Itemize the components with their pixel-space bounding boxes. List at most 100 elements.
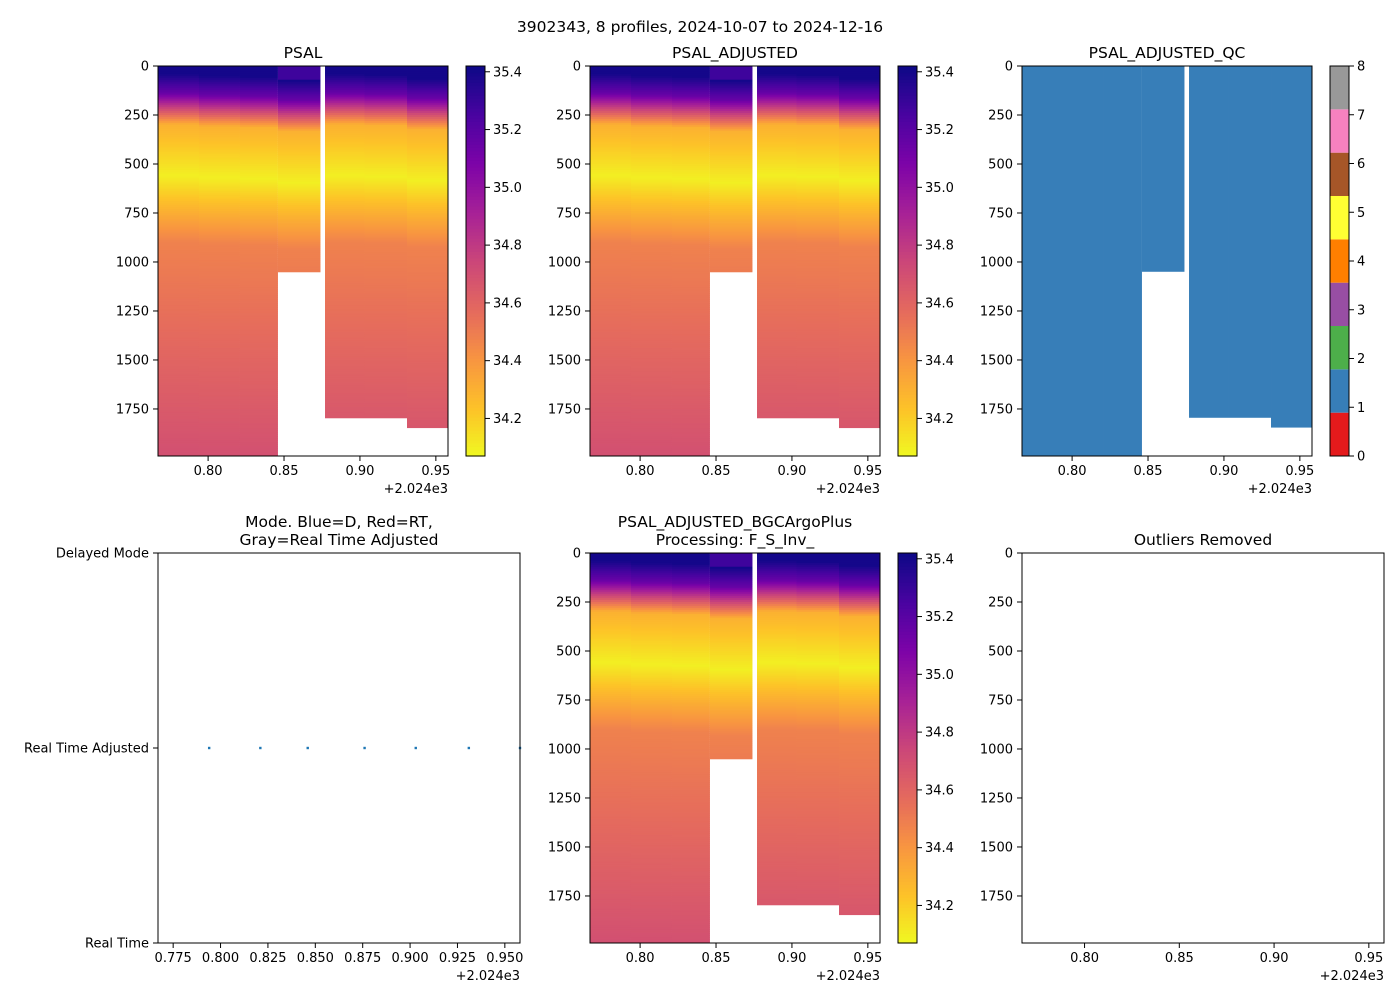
psal-bgc-cell xyxy=(796,625,840,628)
psal-cell xyxy=(239,91,278,94)
psal-cell xyxy=(198,389,240,392)
psal-adjusted-cell xyxy=(630,442,672,445)
psal-cell xyxy=(407,265,448,269)
psal-adjusted-colorbar-segment xyxy=(898,283,917,288)
psal-cell xyxy=(198,142,240,145)
psal-adjusted-cell xyxy=(590,116,631,120)
psal-adjusted-cell xyxy=(630,203,672,206)
psal-adjusted-cell xyxy=(757,81,797,85)
psal-cell xyxy=(277,228,321,232)
psal-cell xyxy=(277,85,321,89)
psal-adjusted-colorbar-segment xyxy=(898,144,917,148)
psal-cell xyxy=(407,344,448,347)
psal-bgc-cell xyxy=(757,762,797,766)
psal-cell xyxy=(325,369,365,373)
psal-bgc-cell xyxy=(796,594,840,597)
psal-adjusted-cell xyxy=(839,359,880,363)
psal-cell xyxy=(198,199,240,202)
psal-adjusted-cell xyxy=(757,281,797,285)
psal-cell xyxy=(325,324,365,328)
psal-adjusted-cell xyxy=(590,371,631,375)
psal-adjusted-cell xyxy=(796,328,840,332)
psal-cell xyxy=(325,158,365,161)
psal-bgc-cell xyxy=(839,792,880,795)
psal-adjusted-cell xyxy=(839,93,880,96)
psal-bgc-cell xyxy=(630,739,672,742)
psal-bgc-cell xyxy=(757,715,797,719)
psal-adjusted-cell xyxy=(671,220,710,224)
psal-cell xyxy=(239,260,278,263)
psal-bgc-cell xyxy=(757,598,797,601)
psal-adjusted-cell xyxy=(630,340,672,343)
psal-bgc-cell xyxy=(757,754,797,758)
psal-cell xyxy=(198,438,240,441)
psal-bgc-cell xyxy=(709,617,753,621)
psal-bgc-cell xyxy=(590,774,631,777)
psal-adjusted-cell xyxy=(796,179,840,183)
psal-bgc-cell xyxy=(757,664,797,668)
psal-cell xyxy=(325,118,365,122)
psal-bgc-cell xyxy=(796,735,840,738)
psal-adjusted-cell xyxy=(839,134,880,138)
psal-bgc-colorbar-segment xyxy=(898,839,917,843)
psal-adjusted-cell xyxy=(709,216,753,220)
psal-cell xyxy=(239,242,278,245)
psal-adjusted-cell xyxy=(757,263,797,267)
psal-bgc-cell xyxy=(630,797,672,801)
psal-cell xyxy=(364,173,408,177)
psal-bgc-cell xyxy=(757,850,797,854)
psal-bgc-cell xyxy=(671,572,710,576)
psal-adjusted-cell xyxy=(630,165,672,169)
psal-cell xyxy=(198,156,240,159)
psal-adjusted-cell xyxy=(757,391,797,394)
psal-adjusted-cell xyxy=(839,363,880,367)
psal-bgc-cell xyxy=(796,582,840,585)
psal-bgc-cell xyxy=(796,564,840,568)
psal-bgc-cell xyxy=(796,764,840,768)
psal-adjusted-cell xyxy=(671,130,710,134)
psal-adjusted-colorbar-segment xyxy=(898,264,917,269)
psal-cell xyxy=(198,261,240,265)
psal-bgc-cell xyxy=(839,572,880,576)
psal-colorbar-segment xyxy=(466,160,485,165)
psal-cell xyxy=(364,324,408,328)
psal-cell xyxy=(364,408,408,412)
psal-bgc-cell xyxy=(839,592,880,595)
psal-bgc-cell xyxy=(630,611,672,615)
psal-adjusted-cell xyxy=(839,179,880,183)
psal-adjusted-cell xyxy=(796,267,840,271)
psal-bgc-cell xyxy=(839,911,880,915)
psal-bgc-cell xyxy=(590,903,631,907)
psal-bgc-cell xyxy=(590,778,631,781)
psal-cell xyxy=(239,381,278,384)
psal-adjusted-cell xyxy=(671,173,710,177)
psal-adjusted-cell xyxy=(671,320,710,324)
psal-cell xyxy=(325,389,365,392)
psal-bgc-colorbar-segment xyxy=(898,910,917,915)
psal-adjusted-cell xyxy=(630,316,672,320)
psal-cell xyxy=(364,81,408,85)
psal-bgc-cell xyxy=(839,554,880,558)
psal-bgc-cell xyxy=(709,674,753,677)
psal-adjusted-cell xyxy=(757,226,797,230)
psal-adjusted-cell xyxy=(709,236,753,239)
psal-cell xyxy=(325,252,365,255)
psal-bgc-cell xyxy=(796,621,840,625)
psal-adjusted-cell xyxy=(757,342,797,345)
psal-adjusted-cell xyxy=(709,181,753,185)
psal-bgc-cell xyxy=(757,797,797,801)
psal-cell xyxy=(239,356,278,359)
psal-bgc-cell xyxy=(796,729,840,732)
psal-adjusted-cell xyxy=(839,79,880,83)
psal-adjusted-cell xyxy=(590,377,631,381)
psal-adjusted-cell xyxy=(590,124,631,128)
psal-cell xyxy=(407,169,448,173)
psal-bgc-axes-frame xyxy=(589,552,881,944)
psal-bgc-cell xyxy=(839,639,880,642)
psal-cell xyxy=(239,169,278,173)
psal-bgc-cell xyxy=(796,778,840,781)
psal-bgc-cell xyxy=(630,723,672,726)
psal-cell xyxy=(325,177,365,181)
psal-cell xyxy=(277,128,321,132)
psal-colorbar-segment xyxy=(466,345,485,350)
